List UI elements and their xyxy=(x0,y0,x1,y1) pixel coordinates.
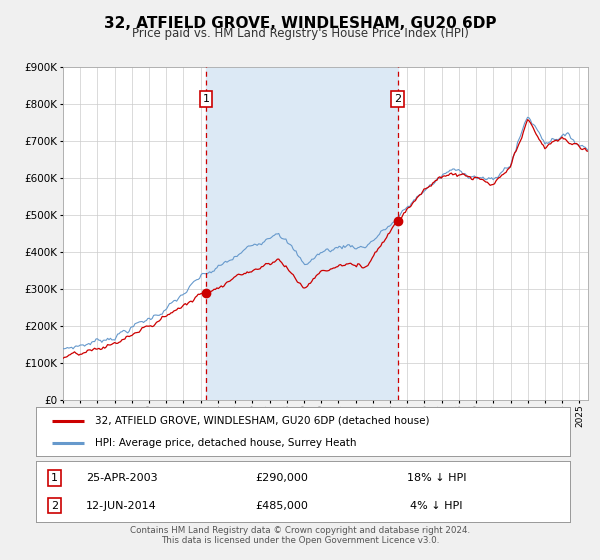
Text: This data is licensed under the Open Government Licence v3.0.: This data is licensed under the Open Gov… xyxy=(161,536,439,545)
Text: £485,000: £485,000 xyxy=(255,501,308,511)
Text: £290,000: £290,000 xyxy=(255,473,308,483)
Text: 2: 2 xyxy=(51,501,58,511)
Text: 2: 2 xyxy=(394,94,401,104)
Text: 32, ATFIELD GROVE, WINDLESHAM, GU20 6DP: 32, ATFIELD GROVE, WINDLESHAM, GU20 6DP xyxy=(104,16,496,31)
Text: Price paid vs. HM Land Registry's House Price Index (HPI): Price paid vs. HM Land Registry's House … xyxy=(131,27,469,40)
Text: 12-JUN-2014: 12-JUN-2014 xyxy=(86,501,157,511)
Text: 18% ↓ HPI: 18% ↓ HPI xyxy=(407,473,466,483)
Text: 32, ATFIELD GROVE, WINDLESHAM, GU20 6DP (detached house): 32, ATFIELD GROVE, WINDLESHAM, GU20 6DP … xyxy=(95,416,429,426)
Text: 1: 1 xyxy=(51,473,58,483)
Text: HPI: Average price, detached house, Surrey Heath: HPI: Average price, detached house, Surr… xyxy=(95,437,356,447)
Bar xyxy=(206,67,398,400)
Text: 4% ↓ HPI: 4% ↓ HPI xyxy=(410,501,463,511)
Text: 25-APR-2003: 25-APR-2003 xyxy=(86,473,157,483)
Text: Contains HM Land Registry data © Crown copyright and database right 2024.: Contains HM Land Registry data © Crown c… xyxy=(130,526,470,535)
Text: 1: 1 xyxy=(203,94,209,104)
